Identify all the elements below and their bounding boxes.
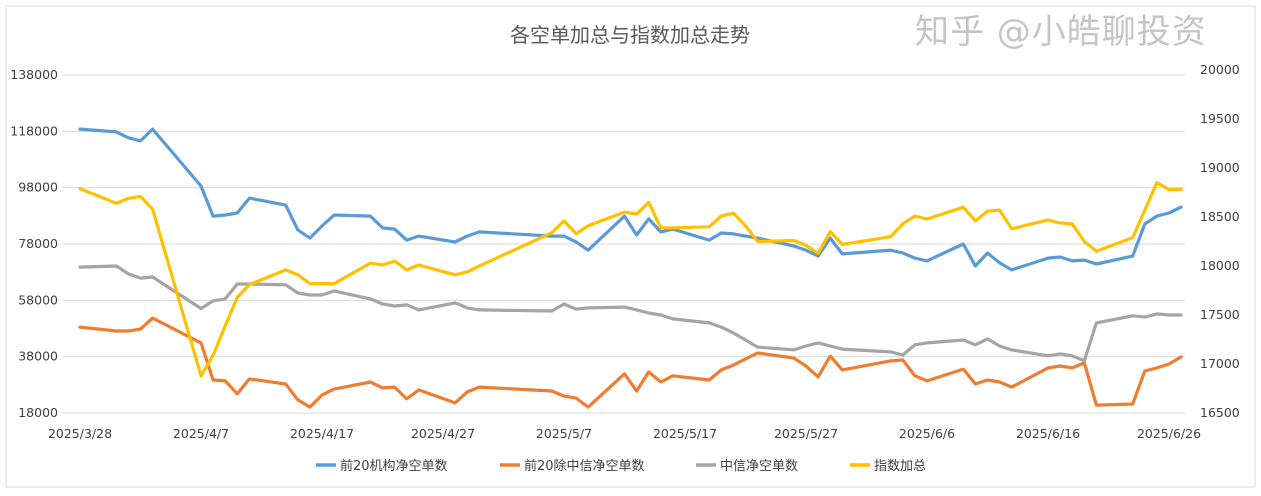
y-left-tick-label: 18000: [18, 405, 58, 420]
legend-label-2: 中信净空单数: [720, 459, 798, 474]
y-left-tick-label: 98000: [18, 180, 58, 195]
y-left-tick-label: 138000: [10, 67, 58, 82]
x-tick-label: 2025/5/27: [774, 426, 838, 441]
series-line-2: [78, 264, 1183, 363]
series-line-3: [78, 181, 1183, 378]
x-tick-label: 2025/4/17: [290, 426, 354, 441]
y-left-tick-label: 118000: [10, 123, 58, 138]
y-left-tick-label: 58000: [18, 292, 58, 307]
y-right-tick-label: 16500: [1200, 405, 1240, 420]
x-tick-label: 2025/4/27: [411, 426, 475, 441]
x-tick-label: 2025/5/7: [536, 426, 592, 441]
x-tick-label: 2025/5/17: [653, 426, 717, 441]
x-tick-label: 2025/3/28: [48, 426, 112, 441]
y-right-tick-label: 18500: [1200, 209, 1240, 224]
series-line-1: [78, 316, 1183, 409]
legend-label-1: 前20除中信净空单数: [524, 458, 645, 474]
y-right-tick-label: 18000: [1200, 258, 1240, 273]
legend-label-0: 前20机构净空单数: [340, 458, 448, 474]
x-tick-label: 2025/6/16: [1016, 426, 1080, 441]
legend-label-3: 指数加总: [874, 459, 926, 474]
y-right-tick-label: 19000: [1200, 160, 1240, 175]
y-left-tick-label: 78000: [18, 236, 58, 251]
x-tick-label: 2025/6/26: [1137, 426, 1201, 441]
x-tick-label: 2025/6/6: [899, 426, 955, 441]
y-right-tick-label: 17500: [1200, 307, 1240, 322]
series-line-0: [78, 127, 1183, 272]
x-tick-label: 2025/4/7: [173, 426, 229, 441]
y-right-tick-label: 19500: [1200, 111, 1240, 126]
chart-area: [5, 5, 1256, 488]
y-left-tick-label: 38000: [18, 349, 58, 364]
chart-title: 各空单加总与指数加总走势: [510, 23, 750, 47]
watermark: 知乎 @小皓聊投资: [915, 12, 1207, 52]
y-right-tick-label: 17000: [1200, 356, 1240, 371]
y-right-tick-label: 20000: [1200, 62, 1240, 77]
